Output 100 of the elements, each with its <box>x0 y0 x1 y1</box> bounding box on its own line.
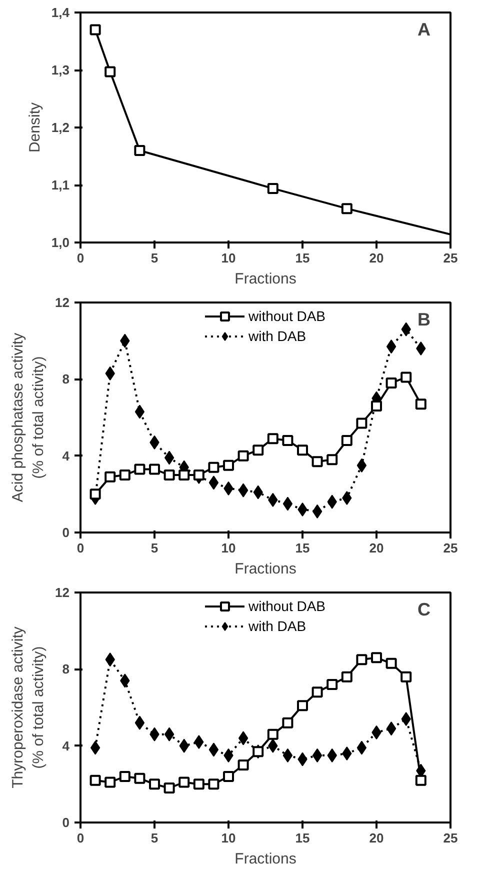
point <box>326 679 338 690</box>
point <box>90 24 101 36</box>
annotation: C <box>418 600 430 620</box>
y-tick-label: 12 <box>55 585 70 600</box>
point <box>178 776 190 788</box>
point <box>356 654 368 666</box>
y-tick-label: 8 <box>62 662 70 677</box>
legend-label: with DAB <box>248 328 306 344</box>
point <box>104 471 116 482</box>
legend-label: without DAB <box>248 598 326 614</box>
x-tick-label: 0 <box>76 830 84 846</box>
point <box>297 700 308 712</box>
point <box>208 462 220 473</box>
point <box>282 717 294 728</box>
x-tick-label: 20 <box>369 830 384 846</box>
point <box>194 735 204 749</box>
point <box>134 145 146 156</box>
point <box>282 748 293 762</box>
x-tick-label: 25 <box>443 830 458 846</box>
point <box>267 182 278 194</box>
point <box>341 203 352 214</box>
point <box>371 652 382 664</box>
x-axis-title: Fractions <box>234 850 296 868</box>
point <box>267 433 278 444</box>
x-tick-label: 0 <box>76 250 84 266</box>
point <box>90 488 101 500</box>
point <box>267 728 278 740</box>
point <box>371 400 382 412</box>
point <box>312 504 322 518</box>
point <box>134 772 146 784</box>
point <box>208 742 219 757</box>
point <box>416 342 426 356</box>
y-tick-label: 1,1 <box>51 178 70 192</box>
x-tick-label: 20 <box>369 540 384 556</box>
point <box>134 716 145 730</box>
point <box>312 748 322 762</box>
point <box>208 476 219 490</box>
x-tick-label: 10 <box>221 250 236 266</box>
x-tick-label: 5 <box>150 250 158 266</box>
y-tick-label: 1,0 <box>51 235 70 250</box>
point <box>312 686 323 698</box>
point <box>238 483 248 498</box>
legend-label: without DAB <box>248 308 326 324</box>
legend-label: with DAB <box>248 618 306 634</box>
point <box>400 671 412 682</box>
y-tick-label: 8 <box>62 372 70 387</box>
point <box>223 460 234 471</box>
y-tick-label: 1,4 <box>51 5 70 20</box>
point <box>134 404 145 419</box>
point <box>164 470 175 480</box>
point <box>326 454 338 466</box>
x-tick-label: 5 <box>150 830 158 846</box>
x-tick-label: 25 <box>443 540 458 556</box>
point <box>90 740 100 755</box>
point <box>149 778 160 790</box>
point <box>238 450 249 462</box>
x-axis-title: Fractions <box>234 560 296 578</box>
point <box>386 658 397 669</box>
point <box>415 398 426 410</box>
x-tick-label: 15 <box>295 830 310 846</box>
y-tick-label: 1,3 <box>51 62 70 78</box>
point <box>341 671 352 682</box>
point <box>252 444 264 456</box>
y-axis-title: Thyroperoxidase activity (% of total activity) <box>10 626 48 788</box>
y-tick-label: 12 <box>55 295 70 310</box>
point <box>238 760 249 770</box>
x-tick-label: 25 <box>443 250 458 266</box>
point <box>208 778 220 790</box>
point <box>119 470 130 480</box>
point <box>341 435 352 446</box>
point <box>164 782 175 794</box>
point <box>164 727 174 742</box>
point <box>356 740 367 755</box>
y-tick-label: 4 <box>62 448 70 464</box>
point <box>356 458 367 472</box>
point <box>415 774 426 786</box>
point <box>297 444 308 456</box>
point <box>356 418 368 429</box>
y-tick-label: 0 <box>62 525 70 540</box>
y-axis-title: Density <box>26 102 44 153</box>
y-axis-title: Acid phosphatase activity (% of total activity) <box>10 332 48 502</box>
point <box>223 771 234 782</box>
point <box>282 496 293 511</box>
point <box>178 470 190 480</box>
point <box>282 435 294 446</box>
point <box>104 776 116 788</box>
point <box>342 746 352 760</box>
x-tick-label: 5 <box>150 540 158 556</box>
y-tick-label: 4 <box>62 738 70 754</box>
point <box>386 378 397 388</box>
point <box>90 774 101 786</box>
point <box>119 771 130 782</box>
point <box>386 340 396 354</box>
point <box>298 502 308 516</box>
point <box>400 372 412 383</box>
y-tick-label: 1,2 <box>51 120 70 135</box>
point <box>193 470 204 480</box>
point <box>164 450 174 465</box>
y-tick-label: 0 <box>62 815 70 830</box>
point <box>134 464 146 475</box>
